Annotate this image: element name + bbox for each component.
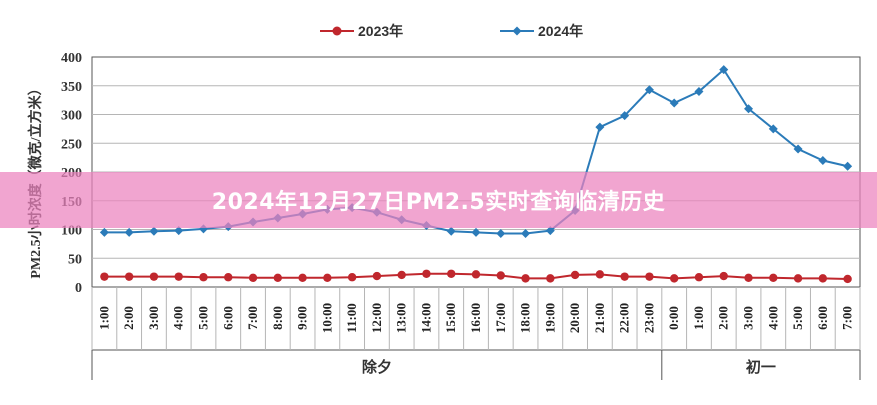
data-point (149, 226, 159, 236)
x-tick-label: 10:00 (319, 303, 334, 333)
y-tick-label: 50 (68, 252, 82, 267)
data-point (694, 273, 704, 282)
legend-marker (512, 26, 522, 36)
data-point (248, 273, 258, 282)
x-group-label: 除夕 (362, 358, 392, 376)
x-tick-label: 4:00 (765, 306, 780, 330)
data-point (818, 156, 828, 165)
x-tick-label: 7:00 (245, 306, 260, 330)
x-tick-label: 19:00 (542, 303, 557, 333)
data-point (174, 272, 183, 281)
x-tick-label: 5:00 (195, 306, 210, 330)
legend: 2023年 2024年 (320, 23, 583, 39)
data-point (99, 227, 109, 237)
x-tick-label: 2:00 (121, 306, 136, 330)
data-point (422, 269, 431, 278)
x-tick-label: 13:00 (394, 303, 409, 333)
data-point (793, 274, 803, 283)
x-tick-label: 11:00 (344, 303, 359, 333)
data-point (149, 272, 159, 281)
data-point (595, 122, 605, 132)
data-point (595, 270, 605, 279)
data-point (471, 270, 481, 279)
y-tick-label: 0 (75, 281, 82, 296)
x-tick-label: 7:00 (840, 306, 855, 330)
x-tick-label: 1:00 (691, 306, 706, 330)
x-group-label: 初一 (746, 358, 776, 376)
x-tick-label: 17:00 (493, 303, 508, 333)
x-tick-label: 21:00 (592, 303, 607, 333)
data-point (545, 226, 555, 236)
data-point (719, 65, 729, 75)
y-tick-label: 250 (61, 137, 82, 152)
data-point (719, 271, 728, 281)
data-point (620, 111, 630, 121)
data-point (273, 273, 283, 282)
x-tick-label: 6:00 (220, 306, 235, 330)
x-tick-label: 3:00 (146, 306, 161, 330)
data-point (818, 274, 828, 283)
legend-label: 2023年 (358, 23, 403, 39)
data-point (471, 227, 481, 237)
data-point (744, 104, 754, 114)
data-point (694, 87, 704, 96)
x-tick-label: 9:00 (295, 306, 310, 330)
x-tick-label: 16:00 (468, 303, 483, 333)
x-tick-label: 6:00 (815, 306, 830, 330)
data-point (447, 269, 456, 278)
legend-label: 2024年 (538, 23, 583, 39)
legend-marker (332, 26, 342, 36)
data-point (298, 273, 307, 282)
data-point (521, 274, 530, 283)
data-point (199, 273, 208, 282)
overlay-banner: 2024年12月27日PM2.5实时查询临清历史 (0, 172, 877, 228)
data-point (570, 270, 580, 280)
data-point (521, 229, 531, 239)
data-point (100, 272, 109, 281)
x-tick-label: 0:00 (666, 306, 681, 330)
x-tick-label: 3:00 (741, 306, 756, 330)
y-tick-label: 300 (61, 109, 82, 124)
x-tick-label: 2:00 (716, 306, 731, 330)
x-tick-label: 23:00 (641, 303, 656, 333)
x-tick-label: 15:00 (443, 303, 458, 333)
data-point (669, 274, 679, 283)
data-point (843, 161, 853, 171)
data-point (323, 273, 332, 282)
data-point (843, 274, 852, 284)
data-point (372, 271, 382, 281)
data-point (124, 272, 134, 281)
data-point (644, 85, 654, 95)
x-tick-label: 8:00 (270, 306, 285, 330)
x-tick-label: 4:00 (171, 306, 186, 330)
data-point (347, 273, 357, 282)
data-point (496, 271, 505, 280)
data-point (669, 98, 679, 108)
x-tick-label: 22:00 (617, 303, 632, 333)
x-tick-label: 1:00 (96, 306, 111, 330)
data-point (174, 226, 184, 236)
data-point (645, 272, 654, 281)
data-point (620, 272, 629, 281)
x-tick-label: 18:00 (518, 303, 533, 333)
data-point (224, 273, 233, 282)
y-tick-label: 350 (61, 80, 82, 95)
y-tick-label: 400 (61, 51, 82, 66)
x-tick-label: 12:00 (369, 303, 384, 333)
data-point (496, 229, 506, 239)
data-point (793, 144, 803, 154)
x-tick-label: 20:00 (567, 303, 582, 333)
data-point (769, 273, 778, 282)
data-point (768, 124, 778, 134)
data-point (397, 270, 406, 280)
data-point (124, 227, 134, 237)
x-tick-label: 14:00 (418, 303, 433, 333)
data-point (446, 226, 456, 236)
overlay-title: 2024年12月27日PM2.5实时查询临清历史 (211, 190, 666, 215)
x-tick-label: 5:00 (790, 306, 805, 330)
data-point (744, 273, 753, 282)
data-point (546, 274, 555, 283)
